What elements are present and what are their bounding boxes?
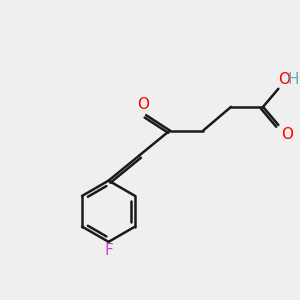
Text: F: F (104, 243, 113, 258)
Text: H: H (288, 71, 299, 86)
Text: O: O (281, 127, 293, 142)
Text: O: O (137, 98, 149, 112)
Text: O: O (278, 71, 290, 86)
